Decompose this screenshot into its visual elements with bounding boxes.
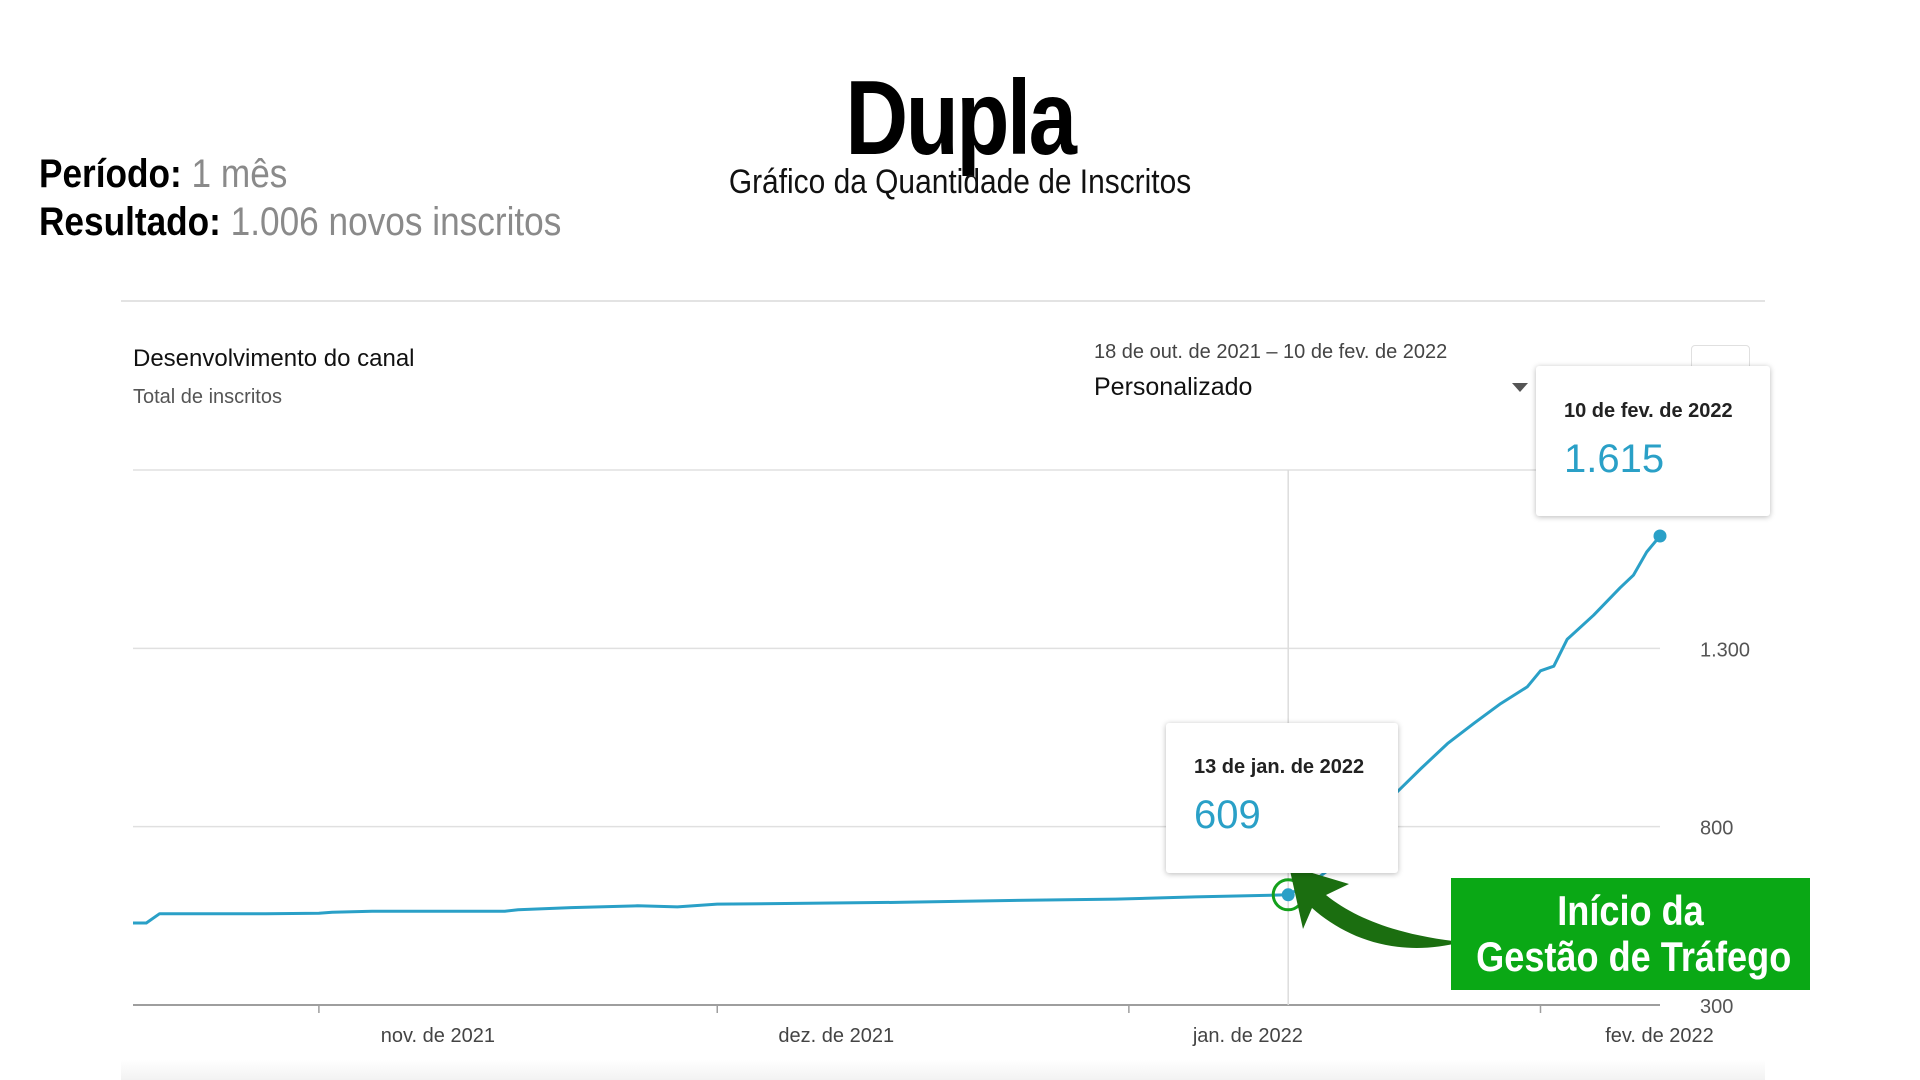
chevron-down-icon[interactable] [1512,383,1528,392]
page-title: Dupla [845,59,1077,177]
period-line: Período: 1 mês [39,150,561,198]
result-value: 1.006 novos inscritos [230,200,562,244]
x-tick-label: jan. de 2022 [1192,1025,1303,1047]
period-label: Período: [39,152,182,196]
tooltip-start-value: 609 [1194,793,1261,837]
x-tick-label: dez. de 2021 [778,1025,894,1047]
subscribers-series-line [133,535,1662,925]
data-point-end [1653,529,1667,543]
period-dropdown[interactable]: Personalizado [1094,373,1528,409]
panel-title: Desenvolvimento do canal [133,345,415,372]
y-tick-label: 1.300 [1700,639,1750,661]
data-point-start [1281,888,1295,902]
traffic-start-callout: Início da Gestão de Tráfego [1451,878,1810,990]
date-range-label: 18 de out. de 2021 – 10 de fev. de 2022 [1094,341,1448,363]
tooltip-end: 10 de fev. de 2022 1.615 [1536,366,1770,516]
page-subtitle: Gráfico da Quantidade de Inscritos [728,163,1192,201]
period-dropdown-value: Personalizado [1094,373,1253,401]
y-tick-label: 800 [1700,818,1733,840]
tooltip-end-value: 1.615 [1564,437,1665,481]
tooltip-end-date: 10 de fev. de 2022 [1564,400,1733,422]
summary-block: Período: 1 mês Resultado: 1.006 novos in… [39,150,561,246]
result-label: Resultado: [39,200,221,244]
tooltip-start: 13 de jan. de 2022 609 [1166,723,1398,873]
callout-line-2: Gestão de Tráfego [1476,933,1792,980]
y-tick-label: 300 [1700,996,1733,1018]
result-line: Resultado: 1.006 novos inscritos [39,198,561,246]
panel-subtitle: Total de inscritos [133,386,282,408]
panel-divider [121,300,1765,302]
tooltip-start-date: 13 de jan. de 2022 [1194,756,1365,778]
panel-bottom-edge [121,1060,1765,1080]
period-value: 1 mês [191,152,288,196]
callout-line-1: Início da [1557,887,1704,934]
x-tick-label: nov. de 2021 [381,1025,495,1047]
x-tick-label: fev. de 2022 [1605,1025,1714,1047]
callout-arrow-icon [1289,866,1462,948]
